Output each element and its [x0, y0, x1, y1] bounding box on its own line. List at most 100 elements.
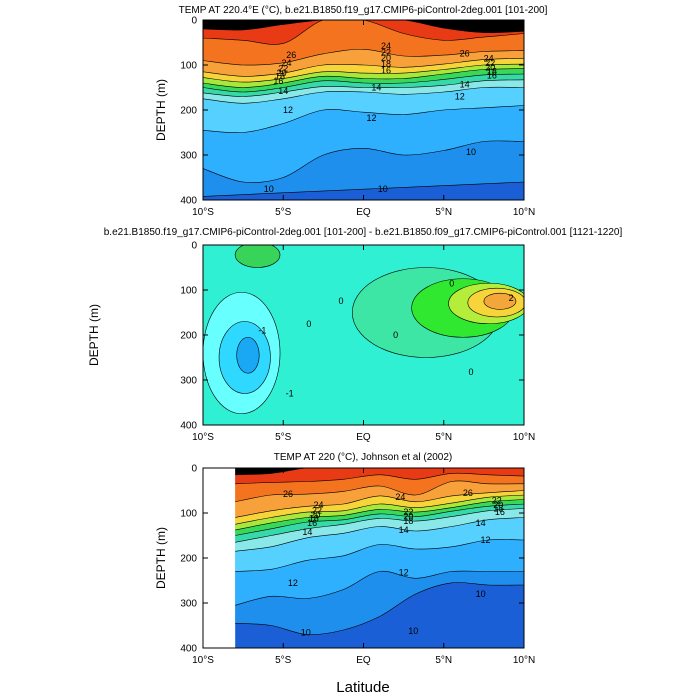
contour-label: 24 [314, 500, 324, 510]
contour-label: 0 [306, 319, 311, 329]
contour-label: 22 [312, 505, 322, 515]
contour-label: 10 [466, 147, 476, 157]
panel-observed-temperature: TEMP AT 220 (°C), Johnson et al (2002) 2… [154, 452, 535, 666]
y-tick-label: 0 [191, 16, 197, 27]
contour-line [203, 63, 524, 83]
y-axis: 0 100 200 300 400 [180, 16, 524, 207]
contour-line [235, 539, 524, 572]
contour-label: 26 [283, 489, 293, 499]
contour-line [235, 517, 524, 552]
missing-data-region [203, 468, 236, 648]
contour-label: 0 [469, 367, 474, 377]
panel-title: TEMP AT 220.4°E (°C), b.e21.B1850.f19_g1… [179, 5, 548, 16]
contour-band [235, 468, 524, 475]
panel-difference: b.e21.B1850.f19_g17.CMIP6-piControl-2deg… [87, 227, 622, 443]
y-tick-label: 400 [180, 196, 197, 207]
x-tick-label: 10°N [513, 432, 535, 443]
x-tick-label: 5°S [275, 655, 292, 666]
contour-label: 20 [403, 512, 413, 522]
contour-label: 26 [460, 48, 470, 58]
difference-field: -1 -1 0 0 0 0 0 2 [203, 245, 524, 425]
contour-label: 16 [381, 65, 391, 75]
contour-line [203, 181, 524, 197]
y-axis-label: DEPTH (m) [154, 527, 168, 589]
y-tick-label: 100 [180, 61, 197, 72]
contour-line [203, 73, 524, 93]
contour-label: 20 [485, 62, 495, 72]
contour-line [235, 490, 524, 518]
contour-line [203, 58, 524, 77]
x-tick-label: EQ [356, 432, 371, 443]
contour-label: 16 [487, 70, 497, 80]
y-tick-label: 200 [180, 331, 197, 342]
contour-label: 14 [278, 86, 288, 96]
contour-line [203, 140, 524, 183]
contour-label: -1 [258, 326, 266, 336]
contour-label: 16 [307, 518, 317, 528]
x-tick-label: 10°S [192, 655, 214, 666]
y-axis: 0 100 200 300 400 [180, 464, 524, 655]
contour-label: 0 [339, 296, 344, 306]
x-axis-label: Latitude [336, 679, 389, 696]
contour-label: 10 [301, 627, 311, 637]
contour-label: 26 [463, 488, 473, 498]
contour-line [203, 20, 524, 33]
temperature-field: 2624222018161424222018142622201816141212… [203, 468, 524, 648]
contour-label: 24 [281, 58, 291, 68]
panel-title: b.e21.B1850.f19_g17.CMIP6-piControl-2deg… [104, 227, 623, 238]
contour-line [203, 79, 524, 97]
contour-line [203, 20, 524, 45]
contour-label: 18 [381, 59, 391, 69]
contour-label: 14 [399, 525, 409, 535]
x-tick-label: EQ [356, 207, 371, 218]
x-tick-label: 5°S [275, 432, 292, 443]
contour-label: 12 [288, 578, 298, 588]
contour-label: 24 [395, 492, 405, 502]
contour-label: 2 [509, 293, 514, 303]
contour-label: 22 [381, 47, 391, 57]
contour-label: 20 [381, 53, 391, 63]
contour-band [235, 468, 524, 484]
contour-label: 24 [484, 54, 494, 64]
y-tick-label: 300 [180, 151, 197, 162]
contour-line [235, 582, 524, 635]
contour-label: 20 [310, 510, 320, 520]
contour-label: 16 [495, 507, 505, 517]
x-axis: 10°S 5°S EQ 5°N 10°N [192, 468, 535, 666]
contour-label: 10 [476, 589, 486, 599]
contour-label: 0 [449, 278, 454, 288]
contour-label: 20 [277, 68, 287, 78]
contour-label: 26 [286, 50, 296, 60]
contour-line [203, 48, 524, 66]
y-axis-label: DEPTH (m) [154, 79, 168, 141]
x-tick-label: 5°N [435, 207, 452, 218]
x-tick-label: 5°N [435, 655, 452, 666]
y-tick-label: 200 [180, 106, 197, 117]
contour-label: 14 [476, 518, 486, 528]
panel-title: TEMP AT 220 (°C), Johnson et al (2002) [274, 452, 453, 463]
contour-label: 12 [455, 92, 465, 102]
contour-line [203, 105, 524, 134]
contour-line [235, 468, 524, 476]
y-tick-label: 300 [180, 599, 197, 610]
x-tick-label: 10°S [192, 432, 214, 443]
contour-label: 10 [264, 184, 274, 194]
x-tick-label: 5°N [435, 432, 452, 443]
contour-label: 18 [493, 504, 503, 514]
contour-label: 10 [408, 626, 418, 636]
contour-label: 18 [403, 516, 413, 526]
contour-line [235, 494, 524, 525]
y-tick-label: 200 [180, 554, 197, 565]
x-axis: 10°S 5°S EQ 5°N 10°N [192, 20, 535, 218]
contour-line [235, 472, 524, 485]
x-axis: 10°S 5°S EQ 5°N 10°N [192, 245, 535, 443]
contour-label: 18 [309, 513, 319, 523]
contour-label: 10 [378, 184, 388, 194]
x-tick-label: 10°S [192, 207, 214, 218]
y-tick-label: 0 [191, 464, 197, 475]
y-tick-label: 400 [180, 644, 197, 655]
contour-line [235, 499, 524, 531]
y-axis-label: DEPTH (m) [87, 304, 101, 366]
contour-line [235, 570, 524, 606]
